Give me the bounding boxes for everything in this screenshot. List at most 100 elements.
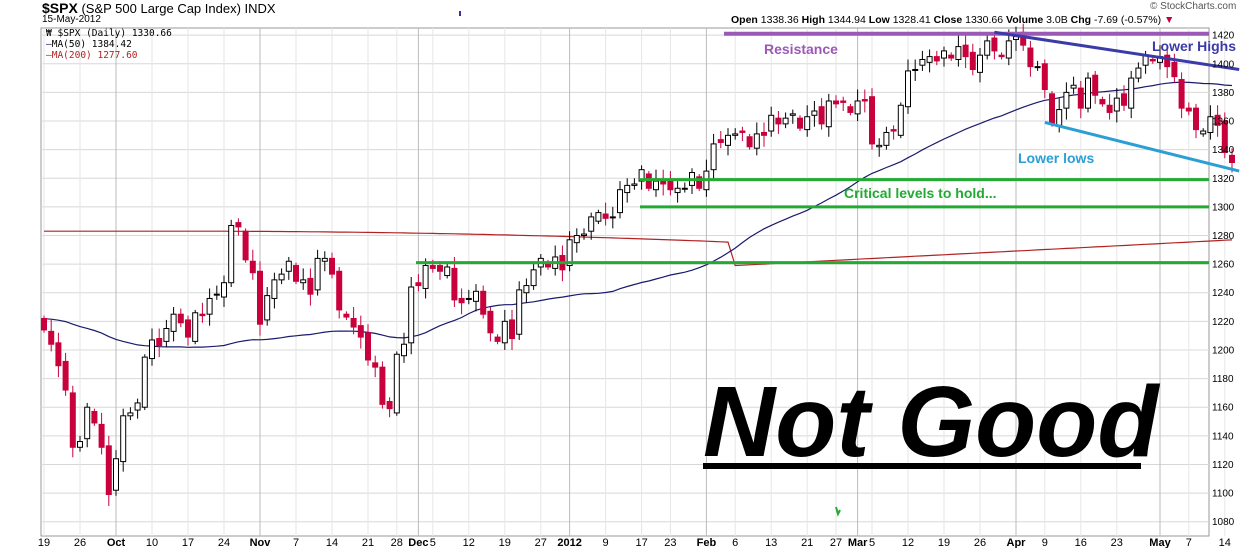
y-tick-label: 1160	[1212, 403, 1234, 414]
legend-price: ₩ $SPX (Daily) 1330.66	[46, 28, 172, 39]
y-tick-label: 1400	[1212, 59, 1235, 70]
candle-up	[984, 40, 991, 56]
candle-up	[422, 265, 429, 289]
candle-up	[617, 189, 623, 214]
candle-down	[357, 325, 364, 338]
candle-up	[120, 415, 127, 463]
candle-down	[185, 319, 191, 338]
x-tick-label: Feb	[697, 537, 717, 548]
candle-down	[948, 54, 955, 59]
candle-down	[739, 130, 746, 133]
candle-down	[249, 260, 256, 274]
candle-up	[321, 257, 328, 262]
candle-up	[264, 295, 271, 321]
candle-down	[235, 222, 242, 228]
candle-down	[696, 176, 703, 189]
y-tick-label: 1140	[1212, 431, 1234, 442]
candle-down	[775, 117, 782, 125]
lower-highs-label: Lower Highs	[1152, 38, 1237, 54]
candle-down	[437, 265, 443, 272]
candle-down	[1185, 107, 1192, 112]
x-tick-label: 7	[1186, 537, 1192, 548]
candle-down	[509, 319, 515, 340]
candle-down	[1193, 107, 1199, 131]
candle-up	[624, 184, 631, 194]
candle-down	[717, 139, 724, 143]
candle-down	[91, 411, 98, 424]
y-tick-label: 1260	[1212, 260, 1235, 271]
candle-down	[48, 330, 55, 345]
chg-label: Chg	[1070, 14, 1092, 26]
candle-down	[833, 100, 839, 105]
candle-down	[69, 392, 76, 448]
high-value: 1344.94	[827, 14, 866, 26]
candle-up	[300, 279, 307, 284]
candle-down	[1221, 120, 1228, 153]
x-tick-label: 19	[499, 537, 511, 548]
candle-down	[861, 99, 868, 102]
x-tick-label: May	[1149, 537, 1171, 548]
candle-down	[1229, 154, 1235, 164]
volume-value: 3.0B	[1046, 14, 1068, 26]
candle-down	[62, 360, 69, 391]
candle-down	[1214, 114, 1221, 126]
y-tick-label: 1280	[1212, 231, 1235, 242]
candle-down	[458, 297, 465, 304]
candle-up	[127, 412, 134, 417]
candle-up	[1113, 97, 1120, 112]
candle-up	[897, 104, 904, 136]
x-tick-label: 21	[362, 537, 374, 548]
blue-marker-icon	[459, 11, 461, 16]
candle-down	[1164, 54, 1171, 68]
chart-date: 15-May-2012	[42, 14, 101, 25]
x-tick-label: 26	[974, 537, 986, 548]
y-tick-label: 1320	[1212, 174, 1235, 185]
y-tick-label: 1080	[1212, 517, 1235, 528]
x-tick-label: 27	[830, 537, 842, 548]
candle-up	[588, 216, 595, 232]
x-tick-label: 2012	[557, 537, 581, 548]
candle-down	[379, 366, 386, 405]
candle-up	[674, 187, 681, 194]
candle-down	[487, 310, 494, 334]
candle-down	[329, 257, 335, 275]
x-tick-label: 7	[293, 537, 299, 548]
candle-down	[242, 230, 249, 261]
candle-up	[789, 113, 796, 116]
candle-up	[1005, 40, 1012, 59]
x-tick-label: Apr	[1007, 537, 1027, 548]
x-tick-label: 12	[902, 537, 914, 548]
candle-up	[221, 282, 227, 298]
candle-up	[1063, 91, 1070, 109]
candle-up	[523, 285, 530, 294]
candles	[41, 23, 1235, 506]
x-tick-label: 5	[869, 537, 875, 548]
candle-up	[149, 339, 155, 360]
volume-label: Volume	[1006, 14, 1044, 26]
candle-up	[314, 257, 321, 291]
x-tick-label: 13	[765, 537, 777, 548]
y-tick-label: 1180	[1212, 374, 1234, 385]
y-axis: 1080 1100 1120 1140 1160 1180 1200 1220 1240 1260…	[1212, 31, 1235, 529]
candle-up	[768, 114, 775, 132]
candle-up	[113, 458, 119, 491]
candle-down	[847, 106, 854, 113]
candle-up	[141, 356, 148, 408]
y-tick-label: 1120	[1212, 460, 1234, 471]
candle-up	[501, 320, 508, 344]
chg-value: -7.69 (-0.57%)	[1093, 14, 1162, 26]
candle-up	[912, 68, 919, 71]
chart-source: © StockCharts.com	[1150, 1, 1237, 12]
candle-up	[278, 273, 285, 281]
candle-down	[1099, 99, 1106, 105]
candle-down	[1027, 47, 1034, 68]
lower-highs-trendline	[994, 30, 1240, 71]
symbol-name: (S&P 500 Large Cap Index)	[81, 1, 241, 16]
candle-down	[55, 342, 62, 367]
candle-up	[1056, 109, 1063, 126]
candle-down	[429, 265, 436, 269]
candle-up	[804, 116, 811, 131]
verdict-underline	[703, 463, 1141, 469]
x-tick-label: 14	[1219, 537, 1231, 548]
ma50-legend-icon: —	[46, 39, 52, 50]
